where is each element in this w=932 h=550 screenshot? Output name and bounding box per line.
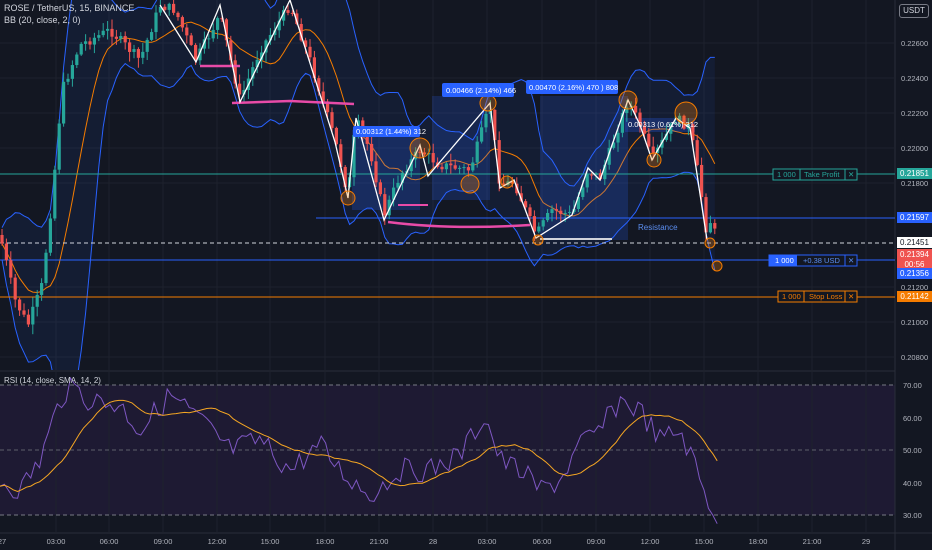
zigzag-pattern[interactable] — [159, 0, 708, 241]
stop-loss-box[interactable] — [777, 290, 858, 303]
pivot-marker — [704, 237, 716, 249]
rsi-axis-label: 30.00 — [903, 511, 922, 520]
pivot-marker — [460, 174, 480, 194]
time-label: 06:00 — [533, 537, 552, 546]
time-label: 21:00 — [370, 537, 389, 546]
bb-lower-line — [1, 62, 716, 370]
currency-button[interactable]: USDT — [899, 4, 929, 18]
price-label: 0.20800 — [901, 353, 928, 362]
time-label: 18:00 — [749, 537, 768, 546]
take-profit-label: Take Profit — [804, 170, 840, 179]
take-profit-box[interactable] — [772, 168, 858, 181]
take-profit-close-icon[interactable]: ✕ — [848, 170, 854, 179]
price-label: 0.22400 — [901, 74, 928, 83]
main-pane[interactable] — [0, 0, 895, 370]
pivot-markers — [340, 90, 723, 272]
resistance-annotation[interactable]: Resistance — [638, 223, 678, 232]
time-label: 12:00 — [641, 537, 660, 546]
pivot-marker — [340, 190, 356, 206]
pivot-marker — [674, 101, 698, 125]
stop-loss-close-icon[interactable]: ✕ — [848, 292, 854, 301]
time-label: 09:00 — [587, 537, 606, 546]
entry-price-tag: 0.21356 — [897, 268, 932, 279]
time-label: 15:00 — [261, 537, 280, 546]
measure-label-bg — [526, 80, 618, 94]
price-label: 0.21200 — [901, 283, 928, 292]
current-price-tag: 0.21394 — [897, 249, 932, 260]
stop-loss-price-tag: 0.21142 — [897, 291, 932, 302]
indicator-title[interactable]: BB (20, close, 2, 0) — [4, 15, 81, 25]
pivot-marker — [479, 94, 497, 112]
measure-box-4[interactable] — [625, 118, 695, 132]
price-label: 0.21800 — [901, 179, 928, 188]
measure-label-1: 0.00312 (1.44%) 312 — [356, 127, 426, 136]
pattern-line-3[interactable] — [387, 220, 531, 229]
measure-label-3: 0.00470 (2.16%) 470 ) 808 — [529, 83, 618, 92]
position-close-icon[interactable]: ✕ — [848, 256, 854, 265]
take-profit-qty: 1 000 — [777, 170, 796, 179]
time-label: 18:00 — [316, 537, 335, 546]
take-profit-price-tag: 0.21851 — [897, 168, 932, 179]
measure-labels: 0.00312 (1.44%) 312 0.00466 (2.14%) 466 … — [353, 80, 698, 137]
pattern-line-2[interactable] — [231, 99, 355, 106]
time-label: 27 — [0, 537, 6, 546]
resistance-price-tag: 0.21597 — [897, 212, 932, 223]
stop-loss-label: Stop Loss — [809, 292, 843, 301]
rsi-axis-label: 50.00 — [903, 446, 922, 455]
rsi-axis[interactable]: 70.00 60.00 50.00 40.00 30.00 — [903, 381, 922, 520]
time-label: 28 — [429, 537, 437, 546]
bb-fill — [2, 0, 715, 370]
order-take-profit[interactable]: 1 000 Take Profit ✕ — [772, 168, 858, 181]
rsi-line — [0, 376, 718, 524]
countdown-tag: 00:56 — [897, 259, 932, 270]
measure-label-bg — [353, 126, 420, 137]
stop-loss-qty: 1 000 — [782, 292, 801, 301]
pivot-marker — [618, 90, 638, 110]
dashed-price-tag: 0.21451 — [897, 237, 932, 248]
rsi-axis-label: 70.00 — [903, 381, 922, 390]
measure-box-3[interactable] — [540, 96, 628, 240]
bb-upper-line — [1, 0, 715, 228]
rsi-title: RSI (14, close, SMA, 14, 2) — [4, 376, 101, 385]
rsi-axis-label: 40.00 — [903, 479, 922, 488]
time-label: 12:00 — [208, 537, 227, 546]
price-label: 0.22000 — [901, 144, 928, 153]
time-label: 15:00 — [695, 537, 714, 546]
time-label: 09:00 — [154, 537, 173, 546]
price-label: 0.22600 — [901, 39, 928, 48]
rsi-ma-line — [0, 399, 718, 493]
order-position[interactable]: 1 000 +0.38 USD ✕ — [768, 254, 858, 267]
time-label: 29 — [862, 537, 870, 546]
pivot-marker — [711, 260, 723, 272]
time-label: 03:00 — [478, 537, 497, 546]
rsi-axis-label: 60.00 — [903, 414, 922, 423]
pattern-drawings[interactable] — [159, 0, 708, 241]
time-label: 06:00 — [100, 537, 119, 546]
pivot-marker — [646, 152, 662, 168]
pivot-marker — [409, 137, 431, 159]
price-label: 0.21000 — [901, 318, 928, 327]
price-label: 0.22200 — [901, 109, 928, 118]
position-qty: 1 000 — [775, 256, 794, 265]
pivot-marker — [532, 234, 544, 246]
measure-label-2: 0.00466 (2.14%) 466 — [446, 86, 516, 95]
rsi-pane[interactable]: RSI (14, close, SMA, 14, 2) — [0, 376, 895, 524]
measure-label-4: 0.00313 (0.61%) 312 — [628, 120, 698, 129]
symbol-title[interactable]: ROSE / TetherUS, 15, BINANCE — [4, 3, 135, 13]
pivot-marker — [500, 175, 514, 189]
measure-label-bg — [442, 83, 514, 97]
time-label: 21:00 — [803, 537, 822, 546]
price-axis[interactable]: 0.22600 0.22400 0.22200 0.22000 0.21800 … — [901, 39, 928, 362]
time-label: 03:00 — [47, 537, 66, 546]
order-stop-loss[interactable]: 1 000 Stop Loss ✕ — [777, 290, 858, 303]
time-axis[interactable]: 27 03:00 06:00 09:00 12:00 15:00 18:00 2… — [0, 537, 870, 546]
position-pnl: +0.38 USD — [803, 256, 840, 265]
